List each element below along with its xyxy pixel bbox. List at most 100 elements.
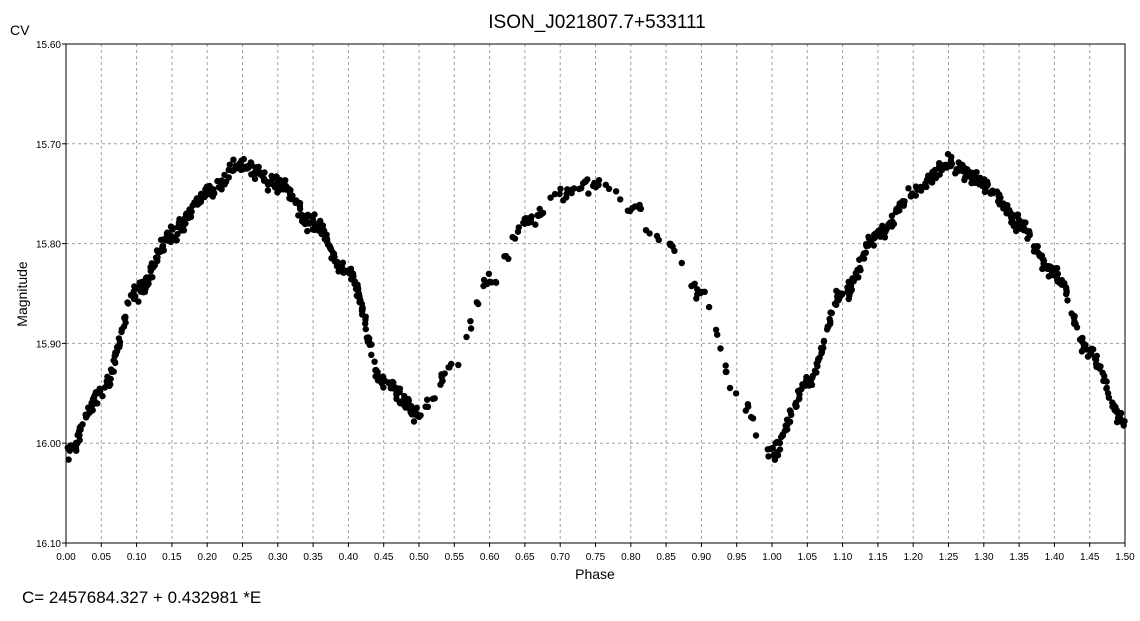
data-point: [862, 249, 869, 256]
data-point: [354, 283, 361, 290]
x-tick-label: 1.10: [833, 552, 853, 563]
data-point: [330, 250, 337, 258]
data-point: [345, 267, 352, 274]
data-point: [726, 384, 734, 392]
data-point: [971, 177, 978, 184]
data-point: [264, 187, 272, 194]
data-point: [744, 401, 752, 408]
data-point: [118, 328, 125, 336]
data-point: [237, 161, 244, 168]
data-point: [653, 232, 661, 240]
data-point: [82, 414, 90, 421]
data-point: [91, 393, 98, 400]
data-point: [122, 319, 129, 326]
y-tick-label: 15.80: [36, 240, 61, 251]
data-point: [605, 185, 613, 192]
x-tick-label: 0.20: [197, 552, 217, 563]
data-point: [947, 157, 955, 164]
data-point: [1052, 265, 1060, 272]
data-point: [568, 189, 575, 197]
data-point: [362, 325, 369, 333]
data-point: [909, 190, 916, 197]
data-point: [515, 224, 522, 231]
data-point: [859, 254, 866, 261]
x-tick-label: 0.95: [727, 552, 747, 563]
data-point: [933, 172, 941, 180]
data-point: [169, 236, 176, 244]
data-point: [1045, 273, 1053, 280]
data-point: [1073, 324, 1081, 331]
x-tick-label: 0.45: [374, 552, 394, 563]
data-point: [834, 296, 841, 304]
x-tick-label: 0.55: [445, 552, 465, 563]
data-point: [66, 447, 74, 454]
data-point: [139, 280, 147, 288]
data-point: [323, 235, 331, 243]
data-point: [1119, 418, 1126, 425]
data-point: [865, 233, 872, 240]
data-point: [324, 241, 332, 248]
data-point: [878, 228, 885, 235]
data-point: [870, 242, 877, 249]
data-point: [125, 300, 132, 307]
x-tick-label: 1.00: [762, 552, 782, 563]
data-point: [230, 156, 237, 163]
data-point: [995, 198, 1002, 205]
data-point: [396, 385, 404, 392]
data-point: [181, 220, 188, 227]
data-point: [214, 177, 221, 185]
data-point: [563, 194, 570, 201]
data-point: [145, 280, 152, 287]
data-point: [547, 194, 554, 201]
x-tick-label: 1.50: [1115, 552, 1135, 563]
data-point: [714, 331, 721, 338]
data-point: [467, 318, 474, 325]
x-tick-label: 0.15: [162, 552, 182, 563]
data-point: [72, 445, 80, 452]
data-point: [637, 205, 644, 212]
data-point: [467, 325, 475, 332]
x-tick-label: 0.75: [586, 552, 606, 563]
data-point: [1004, 209, 1011, 217]
data-point: [820, 338, 828, 345]
data-point: [828, 309, 835, 317]
data-point: [528, 213, 535, 220]
data-point: [1103, 385, 1110, 392]
data-point: [221, 171, 228, 179]
data-point: [551, 190, 559, 198]
data-point: [410, 418, 418, 425]
data-point: [304, 227, 311, 235]
data-point: [833, 301, 840, 308]
data-point: [401, 400, 409, 408]
data-point: [942, 161, 950, 168]
data-point: [1083, 346, 1090, 353]
y-tick-label: 16.00: [36, 439, 61, 450]
data-point: [1101, 372, 1108, 380]
x-tick-label: 1.05: [798, 552, 818, 563]
data-point: [141, 288, 149, 296]
data-point: [849, 275, 856, 282]
data-point: [301, 217, 309, 224]
data-point: [355, 290, 362, 297]
data-point: [591, 179, 598, 187]
data-point: [996, 191, 1003, 198]
data-point: [485, 270, 493, 277]
data-point: [626, 207, 634, 215]
data-point: [805, 379, 813, 387]
data-point: [149, 274, 156, 281]
data-point: [76, 432, 83, 439]
data-point: [1105, 394, 1113, 401]
x-tick-label: 1.35: [1009, 552, 1029, 563]
data-point: [925, 177, 933, 184]
data-point: [195, 200, 202, 207]
data-point: [1092, 360, 1100, 367]
data-point: [127, 292, 135, 299]
data-point: [981, 183, 988, 190]
data-point: [439, 377, 446, 385]
data-point: [825, 323, 832, 330]
x-axis-ticks: 0.00 0.05 0.10 0.15 0.20 0.25 0.30 0.35 0.40 0.45…: [56, 543, 1135, 563]
data-point: [581, 178, 588, 185]
data-point: [89, 400, 97, 407]
x-tick-label: 0.50: [409, 552, 429, 563]
data-point: [585, 190, 592, 197]
